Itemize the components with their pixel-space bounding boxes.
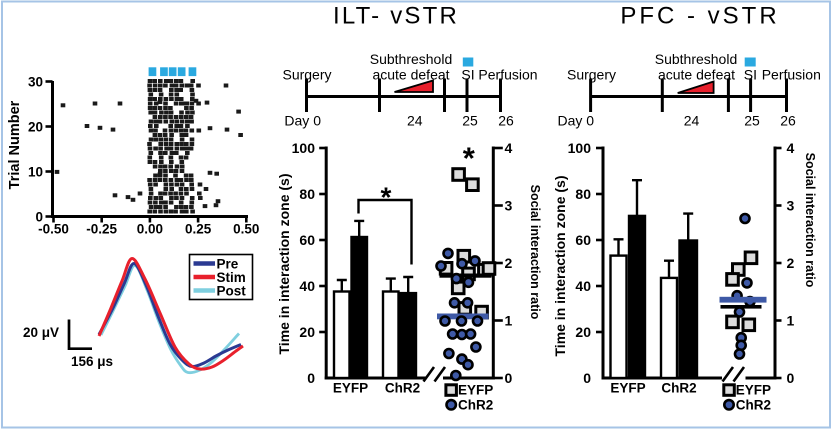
svg-text:Subthreshold: Subthreshold	[655, 51, 738, 67]
svg-text:SI: SI	[461, 67, 474, 83]
svg-text:0: 0	[583, 370, 591, 386]
svg-text:80: 80	[299, 186, 315, 202]
svg-text:Day 0: Day 0	[558, 113, 595, 129]
svg-text:Social interaction ratio: Social interaction ratio	[803, 153, 817, 288]
svg-text:SI: SI	[744, 67, 757, 83]
svg-text:Surgery: Surgery	[282, 67, 331, 83]
svg-text:Perfusion: Perfusion	[478, 67, 537, 83]
svg-text:ILT- vSTR: ILT- vSTR	[333, 3, 459, 30]
svg-text:20: 20	[28, 119, 43, 134]
svg-text:0: 0	[787, 370, 795, 386]
svg-text:20: 20	[299, 324, 315, 340]
svg-text:ChR2: ChR2	[458, 397, 493, 412]
svg-text:ChR2: ChR2	[736, 397, 771, 412]
svg-text:ChR2: ChR2	[385, 381, 420, 396]
svg-text:*: *	[381, 182, 392, 213]
svg-text:3: 3	[505, 197, 513, 213]
svg-text:Perfusion: Perfusion	[762, 67, 821, 83]
svg-text:0.50: 0.50	[233, 222, 259, 237]
svg-text:-0.25: -0.25	[86, 222, 117, 237]
svg-text:Day 0: Day 0	[284, 113, 321, 129]
svg-text:-0.50: -0.50	[38, 222, 69, 237]
svg-text:10: 10	[28, 164, 43, 179]
svg-text:2: 2	[787, 255, 795, 271]
svg-text:Subthreshold: Subthreshold	[370, 51, 453, 67]
svg-text:Pre: Pre	[217, 257, 239, 272]
svg-text:Time in interaction zone (s): Time in interaction zone (s)	[552, 176, 568, 357]
svg-text:156 μs: 156 μs	[71, 354, 113, 369]
svg-text:20: 20	[575, 324, 591, 340]
svg-text:1: 1	[787, 312, 795, 328]
svg-text:EYFP: EYFP	[333, 381, 368, 396]
svg-text:30: 30	[28, 74, 43, 89]
svg-text:Time in interaction zone (s): Time in interaction zone (s)	[276, 174, 292, 355]
svg-text:25: 25	[744, 113, 760, 129]
svg-text:1: 1	[505, 312, 513, 328]
svg-text:ChR2: ChR2	[661, 381, 696, 396]
svg-text:Trial Number: Trial Number	[7, 100, 23, 189]
svg-text:25: 25	[462, 113, 478, 129]
svg-text:60: 60	[575, 232, 591, 248]
svg-text:20 μV: 20 μV	[23, 325, 59, 340]
svg-text:PFC - vSTR: PFC - vSTR	[620, 3, 779, 30]
svg-text:acute defeat: acute defeat	[372, 67, 449, 83]
svg-text:Social interaction ratio: Social interaction ratio	[528, 185, 542, 320]
svg-text:26: 26	[498, 113, 514, 129]
svg-text:Post: Post	[217, 284, 247, 299]
svg-text:EYFP: EYFP	[736, 383, 771, 398]
svg-text:Surgery: Surgery	[567, 67, 616, 83]
svg-text:0: 0	[307, 370, 315, 386]
svg-text:100: 100	[292, 140, 316, 156]
svg-text:26: 26	[780, 113, 796, 129]
svg-text:40: 40	[575, 278, 591, 294]
svg-text:3: 3	[787, 197, 795, 213]
svg-text:*: *	[463, 141, 476, 176]
svg-text:60: 60	[299, 232, 315, 248]
svg-text:EYFP: EYFP	[458, 383, 493, 398]
svg-text:4: 4	[505, 140, 513, 156]
svg-text:EYFP: EYFP	[610, 381, 645, 396]
svg-text:0: 0	[505, 370, 513, 386]
svg-text:Stim: Stim	[217, 270, 246, 285]
svg-text:40: 40	[299, 278, 315, 294]
svg-text:100: 100	[568, 140, 592, 156]
svg-text:24: 24	[407, 113, 423, 129]
svg-text:0: 0	[35, 209, 43, 224]
svg-text:4: 4	[787, 140, 795, 156]
svg-text:24: 24	[684, 113, 700, 129]
svg-text:80: 80	[575, 186, 591, 202]
svg-text:0.25: 0.25	[185, 222, 212, 237]
svg-text:2: 2	[505, 255, 513, 271]
svg-text:0.00: 0.00	[137, 222, 163, 237]
svg-text:acute defeat: acute defeat	[658, 67, 735, 83]
